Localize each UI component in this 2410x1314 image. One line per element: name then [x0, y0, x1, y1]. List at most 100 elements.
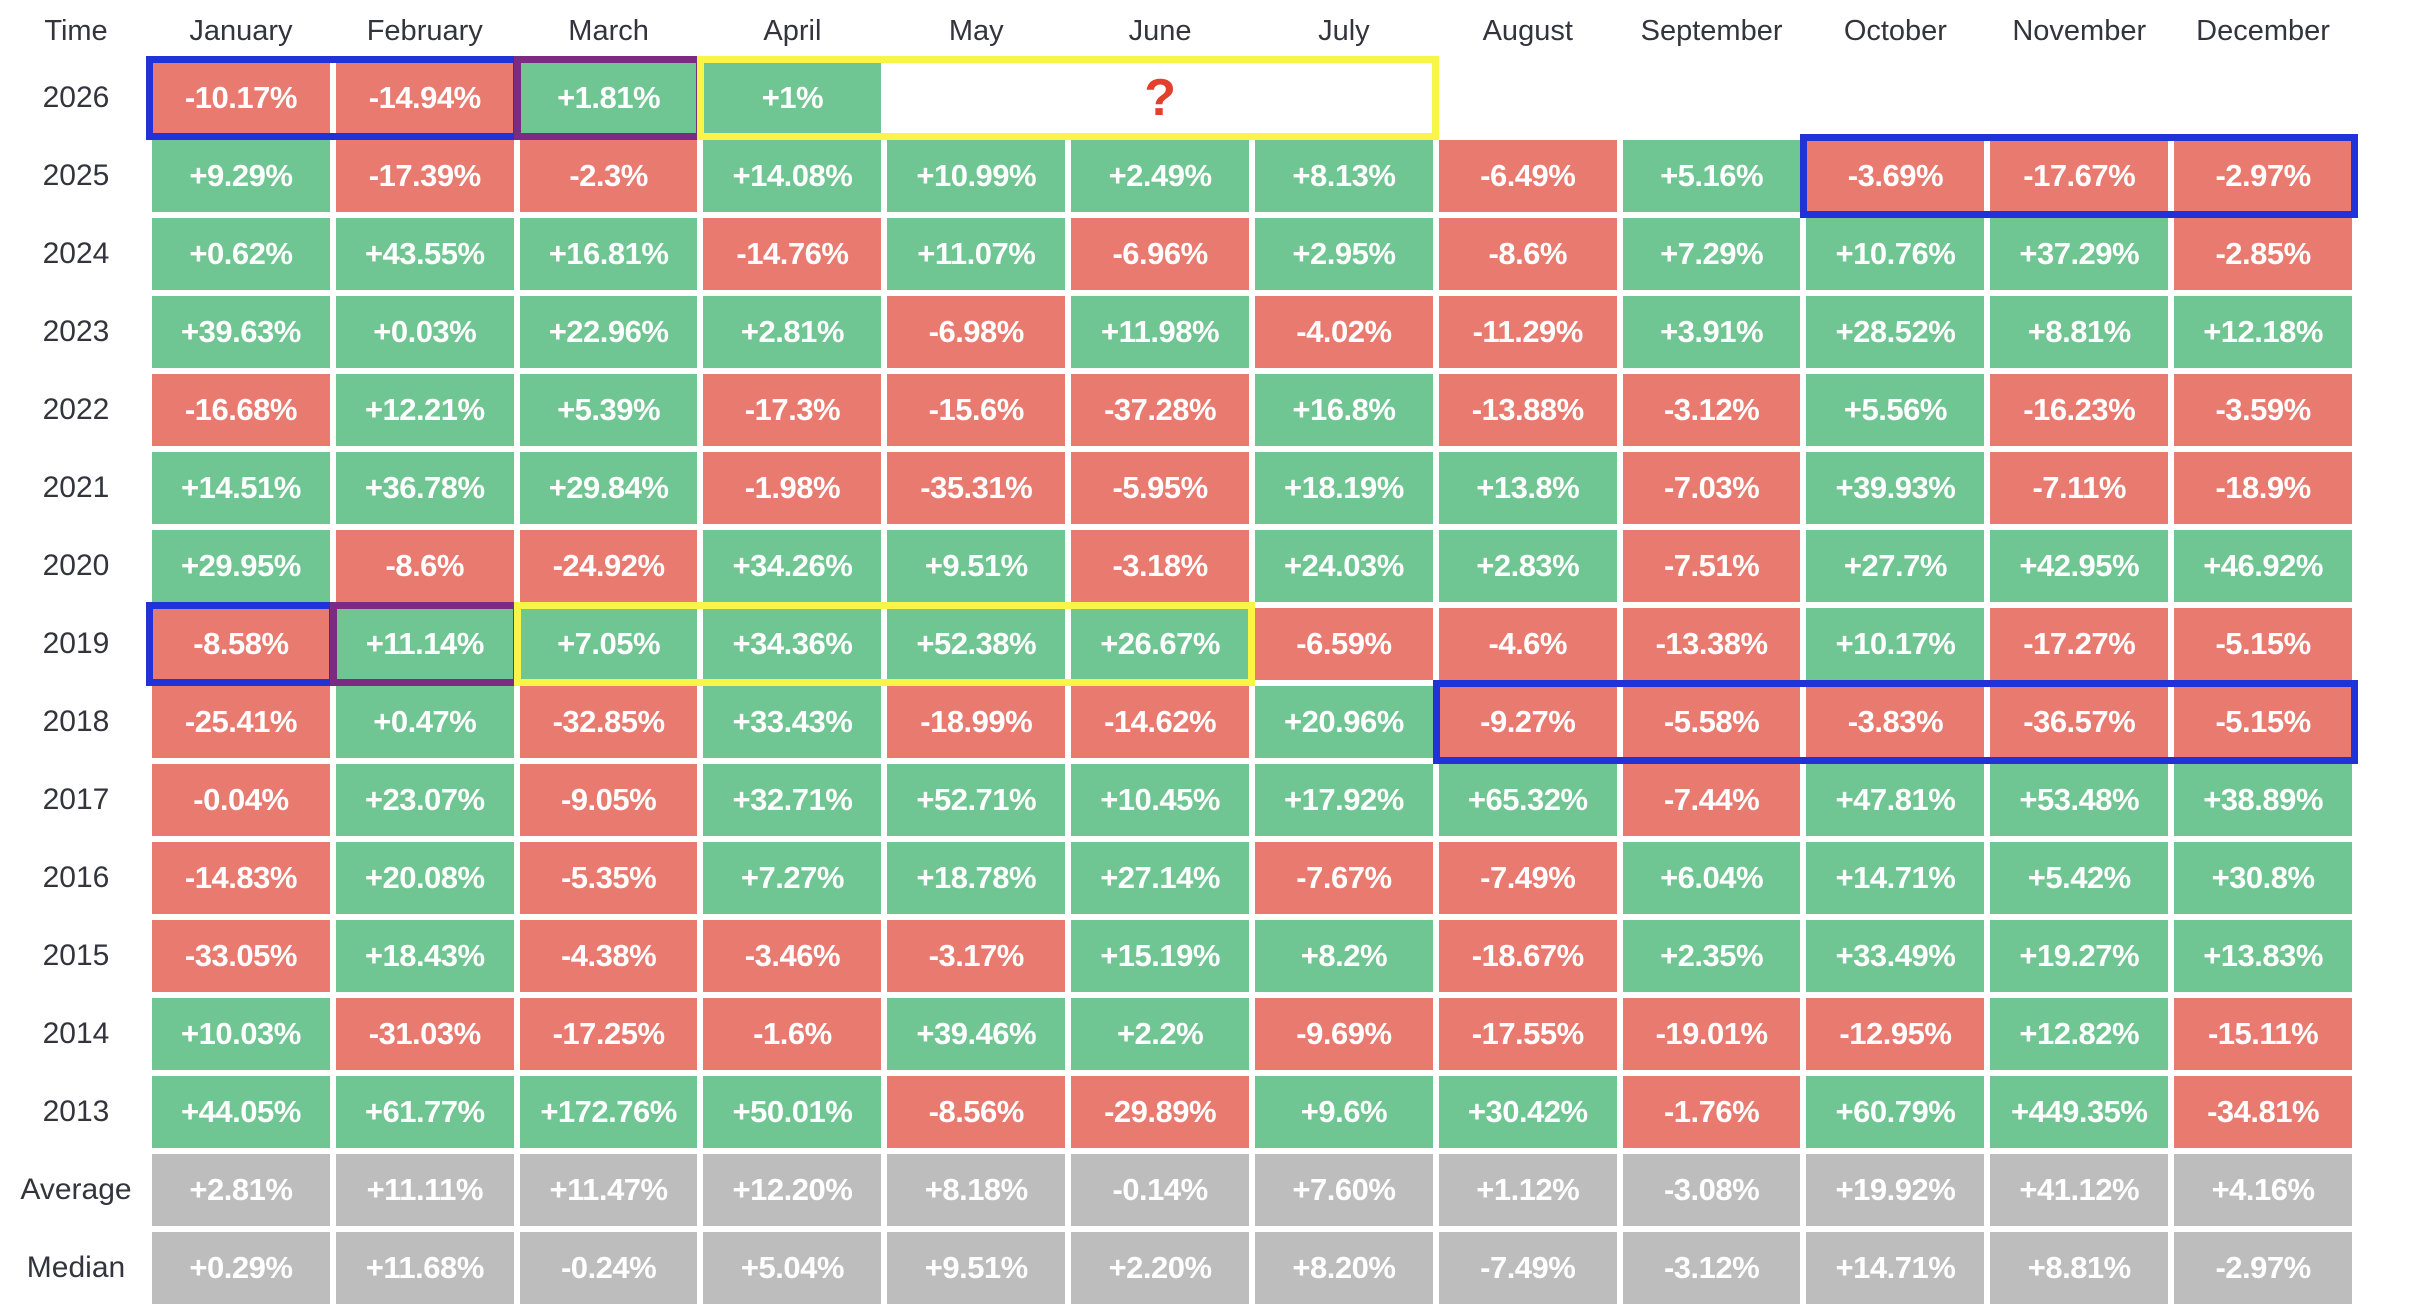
cell-2016-april: +7.27% — [703, 842, 882, 914]
row-label-2014: 2014 — [6, 998, 146, 1070]
cell-2019-may: +52.38% — [887, 608, 1066, 680]
column-header-april: April — [703, 6, 882, 56]
cell-median-december: -2.97% — [2174, 1232, 2352, 1304]
cell-2023-march: +22.96% — [519, 296, 698, 368]
cell-2015-august: -18.67% — [1438, 920, 1617, 992]
cell-median-january: +0.29% — [152, 1232, 330, 1304]
row-label-2017: 2017 — [6, 764, 146, 836]
row-label-2024: 2024 — [6, 218, 146, 290]
monthly-returns-table: Time January February March April May June Jul… — [6, 6, 2358, 1304]
cell-2020-october: +27.7% — [1806, 530, 1985, 602]
row-label-2021: 2021 — [6, 452, 146, 524]
cell-2023-september: +3.91% — [1622, 296, 1801, 368]
cell-median-november: +8.81% — [1990, 1232, 2169, 1304]
cell-2014-july: -9.69% — [1254, 998, 1433, 1070]
cell-2021-october: +39.93% — [1806, 452, 1985, 524]
column-header-december: December — [2174, 6, 2352, 56]
cell-median-may: +9.51% — [887, 1232, 1066, 1304]
cell-2025-january: +9.29% — [152, 140, 330, 212]
cell-2014-february: -31.03% — [335, 998, 514, 1070]
cell-2026-march: +1.81% — [519, 62, 698, 134]
cell-2014-november: +12.82% — [1990, 998, 2169, 1070]
cell-2022-november: -16.23% — [1990, 374, 2169, 446]
cell-2020-july: +24.03% — [1254, 530, 1433, 602]
cell-median-february: +11.68% — [335, 1232, 514, 1304]
cell-2016-may: +18.78% — [887, 842, 1066, 914]
cell-2014-june: +2.2% — [1071, 998, 1249, 1070]
cell-average-july: +7.60% — [1254, 1154, 1433, 1226]
cell-2023-july: -4.02% — [1254, 296, 1433, 368]
cell-2026-january: -10.17% — [152, 62, 330, 134]
row-label-average: Average — [6, 1154, 146, 1226]
cell-average-february: +11.11% — [335, 1154, 514, 1226]
row-label-2015: 2015 — [6, 920, 146, 992]
cell-2015-april: -3.46% — [703, 920, 882, 992]
cell-median-october: +14.71% — [1806, 1232, 1985, 1304]
column-header-august: August — [1438, 6, 1617, 56]
cell-2017-november: +53.48% — [1990, 764, 2169, 836]
time-column-header: Time — [6, 6, 146, 56]
cell-2023-february: +0.03% — [335, 296, 514, 368]
cell-2014-january: +10.03% — [152, 998, 330, 1070]
cell-2020-november: +42.95% — [1990, 530, 2169, 602]
cell-2015-june: +15.19% — [1071, 920, 1249, 992]
cell-2017-may: +52.71% — [887, 764, 1066, 836]
cell-average-january: +2.81% — [152, 1154, 330, 1226]
cell-average-october: +19.92% — [1806, 1154, 1985, 1226]
cell-2017-august: +65.32% — [1438, 764, 1617, 836]
cell-2015-november: +19.27% — [1990, 920, 2169, 992]
cell-2016-july: -7.67% — [1254, 842, 1433, 914]
cell-2013-january: +44.05% — [152, 1076, 330, 1148]
cell-2025-october: -3.69% — [1806, 140, 1985, 212]
cell-2023-august: -11.29% — [1438, 296, 1617, 368]
cell-2023-november: +8.81% — [1990, 296, 2169, 368]
cell-2014-december: -15.11% — [2174, 998, 2352, 1070]
cell-2022-february: +12.21% — [335, 374, 514, 446]
cell-2016-december: +30.8% — [2174, 842, 2352, 914]
cell-median-april: +5.04% — [703, 1232, 882, 1304]
cell-2016-september: +6.04% — [1622, 842, 1801, 914]
row-label-2013: 2013 — [6, 1076, 146, 1148]
cell-2025-june: +2.49% — [1071, 140, 1249, 212]
cell-2017-october: +47.81% — [1806, 764, 1985, 836]
cell-2015-march: -4.38% — [519, 920, 698, 992]
cell-2024-november: +37.29% — [1990, 218, 2169, 290]
cell-2019-january: -8.58% — [152, 608, 330, 680]
cell-2021-december: -18.9% — [2174, 452, 2352, 524]
cell-2020-june: -3.18% — [1071, 530, 1249, 602]
cell-2022-september: -3.12% — [1622, 374, 1801, 446]
column-header-march: March — [519, 6, 698, 56]
question-mark-annotation: ? — [1144, 69, 1176, 127]
cell-2015-october: +33.49% — [1806, 920, 1985, 992]
cell-2018-march: -32.85% — [519, 686, 698, 758]
cell-2019-october: +10.17% — [1806, 608, 1985, 680]
column-header-june: June — [1071, 6, 1249, 56]
cell-2017-april: +32.71% — [703, 764, 882, 836]
cell-2016-october: +14.71% — [1806, 842, 1985, 914]
cell-2013-may: -8.56% — [887, 1076, 1066, 1148]
cell-2015-january: -33.05% — [152, 920, 330, 992]
cell-2022-july: +16.8% — [1254, 374, 1433, 446]
row-label-2020: 2020 — [6, 530, 146, 602]
cell-2024-june: -6.96% — [1071, 218, 1249, 290]
cell-average-september: -3.08% — [1622, 1154, 1801, 1226]
cell-2019-february: +11.14% — [335, 608, 514, 680]
cell-2024-march: +16.81% — [519, 218, 698, 290]
cell-2013-december: -34.81% — [2174, 1076, 2352, 1148]
cell-2021-september: -7.03% — [1622, 452, 1801, 524]
cell-2017-july: +17.92% — [1254, 764, 1433, 836]
cell-2018-august: -9.27% — [1438, 686, 1617, 758]
cell-2016-november: +5.42% — [1990, 842, 2169, 914]
cell-2013-september: -1.76% — [1622, 1076, 1801, 1148]
cell-2013-february: +61.77% — [335, 1076, 514, 1148]
cell-2023-may: -6.98% — [887, 296, 1066, 368]
cell-2024-february: +43.55% — [335, 218, 514, 290]
row-label-2025: 2025 — [6, 140, 146, 212]
cell-2023-december: +12.18% — [2174, 296, 2352, 368]
cell-2022-october: +5.56% — [1806, 374, 1985, 446]
cell-2017-march: -9.05% — [519, 764, 698, 836]
cell-2022-january: -16.68% — [152, 374, 330, 446]
cell-median-september: -3.12% — [1622, 1232, 1801, 1304]
column-header-september: September — [1622, 6, 1801, 56]
cell-2019-july: -6.59% — [1254, 608, 1433, 680]
